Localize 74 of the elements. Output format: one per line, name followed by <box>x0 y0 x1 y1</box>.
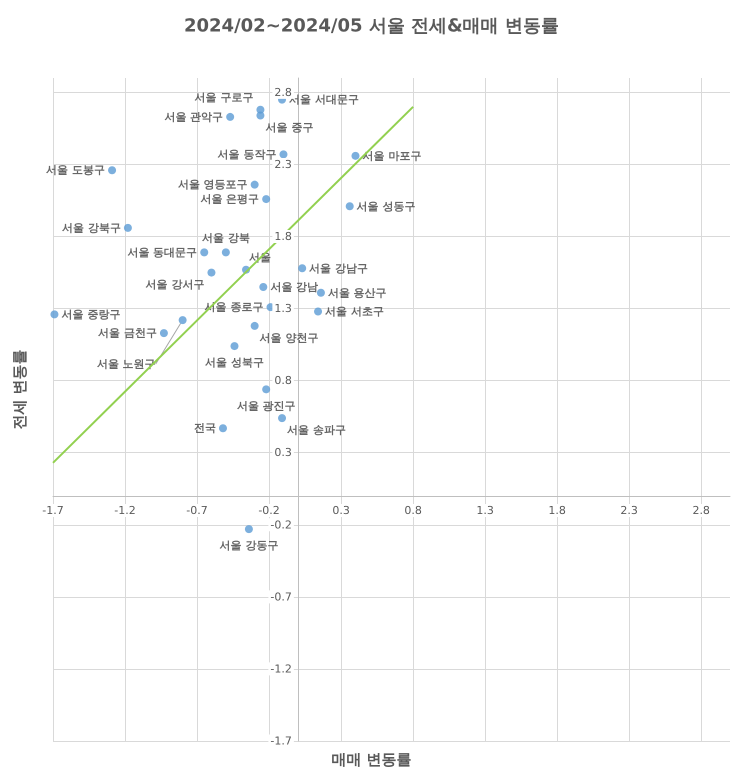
point <box>278 414 286 422</box>
series-label: 서울 광진구 <box>236 399 296 412</box>
point <box>352 152 360 160</box>
series-label: 서울 은평구 <box>200 192 260 206</box>
point <box>279 150 288 158</box>
series-label: 서울 강동구 <box>219 539 278 552</box>
x-tick-label: 2.8 <box>692 504 710 517</box>
point <box>244 525 253 534</box>
series-label: 서울 동대문구 <box>127 246 198 259</box>
point <box>200 248 208 256</box>
point <box>314 307 322 316</box>
series-label: 서울 성동구 <box>356 200 416 213</box>
series-label: 서울 관악구 <box>164 110 224 124</box>
point <box>256 111 264 120</box>
point <box>218 424 227 432</box>
series-label: 서울 강북 <box>202 231 250 244</box>
series-label: 서울 마포구 <box>362 149 422 162</box>
y-tick-label: -0.2 <box>270 518 292 532</box>
series-label: 서울 강남 <box>270 280 318 294</box>
series-label: 서울 서초구 <box>325 304 384 318</box>
x-tick-label: -1.7 <box>42 504 64 517</box>
point <box>298 264 306 272</box>
series-label: 서울 강남구 <box>309 262 368 275</box>
x-tick-label: -1.2 <box>114 504 136 517</box>
point <box>230 342 238 350</box>
point <box>259 282 268 291</box>
y-tick-label: 1.3 <box>274 302 292 316</box>
y-tick-label: 1.8 <box>274 230 292 244</box>
series-label: 서울 중랑구 <box>61 308 120 321</box>
series-label: 서울 금천구 <box>98 326 157 340</box>
x-tick-label: 0.3 <box>332 504 350 517</box>
x-tick-label: 0.8 <box>404 504 422 517</box>
y-tick-label: -1.7 <box>270 734 292 748</box>
series-label: 서울 도봉구 <box>46 164 106 177</box>
x-tick-label: 2.3 <box>620 504 638 517</box>
y-tick-label: 2.3 <box>274 158 292 171</box>
series-label: 서울 용산구 <box>328 286 387 300</box>
series-label: 서울 양천구 <box>260 331 319 344</box>
series-label: 서울 서대문구 <box>289 93 359 106</box>
series-label: 서울 구로구 <box>194 91 254 104</box>
point <box>346 202 354 210</box>
chart-title: 2024/02~2024/05 서울 전세&매매 변동률 <box>184 16 560 36</box>
series-label: 전국 <box>194 422 216 435</box>
y-tick-label: -1.2 <box>270 662 292 676</box>
x-tick-label: 1.3 <box>476 504 494 517</box>
series-label: 서울 동작구 <box>218 148 276 161</box>
point <box>160 329 168 338</box>
point <box>262 195 270 204</box>
point <box>50 310 58 318</box>
point <box>316 288 325 297</box>
y-tick-label: -0.7 <box>270 590 292 604</box>
y-tick-label: 0.3 <box>274 446 292 460</box>
series-label: 서울 영등포구 <box>178 178 248 192</box>
series-label: 서울 중구 <box>265 120 314 134</box>
point <box>222 248 230 256</box>
y-axis-title: 전세 변동률 <box>10 349 28 430</box>
point <box>262 385 270 394</box>
x-tick-label: -0.2 <box>258 504 280 517</box>
x-tick-label: -0.7 <box>186 504 208 517</box>
x-axis-title: 매매 변동률 <box>331 750 412 768</box>
series-label: 서울 강서구 <box>146 278 204 292</box>
point <box>207 268 216 277</box>
point <box>124 224 132 232</box>
point <box>108 166 116 174</box>
x-tick-label: 1.8 <box>548 504 566 517</box>
series-label: 서울 강북구 <box>62 221 121 234</box>
y-tick-label: 2.8 <box>274 86 292 99</box>
y-tick-label: 0.8 <box>274 374 292 388</box>
point <box>178 316 187 324</box>
point <box>226 112 234 121</box>
series-label: 서울 송파구 <box>287 424 346 437</box>
point <box>250 180 259 189</box>
point <box>250 322 259 330</box>
series-label: 서울 성북구 <box>205 356 264 370</box>
